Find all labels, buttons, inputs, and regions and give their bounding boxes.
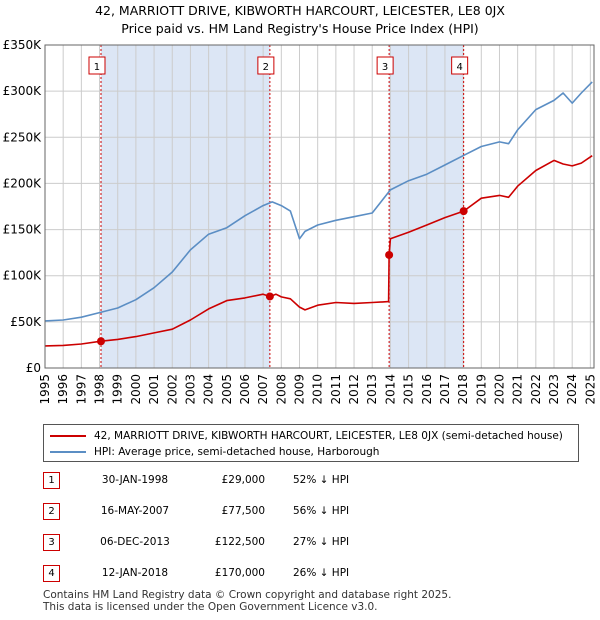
legend-label-price: 42, MARRIOTT DRIVE, KIBWORTH HARCOURT, L… <box>94 430 563 442</box>
transaction-date: 06-DEC-2013 <box>100 536 170 548</box>
transaction-price: £77,500 <box>221 505 265 517</box>
series-line-price <box>44 155 593 347</box>
marker-label: 3 <box>382 62 388 73</box>
shaded-range <box>100 45 270 368</box>
marker-box <box>376 56 394 75</box>
legend-label-hpi: HPI: Average price, semi-detached house,… <box>94 446 380 458</box>
sale-point <box>459 207 468 216</box>
x-tick-label: 2017 <box>438 374 452 405</box>
transaction-price: £29,000 <box>221 474 265 486</box>
y-tick-label: £300K <box>3 84 43 98</box>
x-tick-label: 2018 <box>456 374 470 405</box>
x-tick-label: 2006 <box>238 374 252 405</box>
transaction-row: 1 30-JAN-1998 £29,000 52% ↓ HPI <box>43 472 583 492</box>
x-tick-label: 2000 <box>129 374 143 405</box>
marker-box <box>88 56 106 75</box>
x-tick-label: 2004 <box>202 374 216 405</box>
x-tick-label: 2022 <box>529 374 543 405</box>
x-tick-label: 2016 <box>420 374 434 405</box>
transaction-number: 3 <box>43 534 60 551</box>
legend-item-price: 42, MARRIOTT DRIVE, KIBWORTH HARCOURT, L… <box>50 428 563 444</box>
x-tick-label: 2003 <box>183 374 197 405</box>
footer-copyright: Contains HM Land Registry data © Crown c… <box>43 589 452 601</box>
chart-title: 42, MARRIOTT DRIVE, KIBWORTH HARCOURT, L… <box>95 3 505 18</box>
transaction-date: 30-JAN-1998 <box>101 474 169 486</box>
x-tick-label: 2020 <box>492 374 506 405</box>
y-tick-label: £150K <box>3 223 43 237</box>
transaction-number: 4 <box>43 565 60 582</box>
transaction-price: £122,500 <box>214 536 265 548</box>
x-tick-label: 2011 <box>329 374 343 405</box>
marker-label: 2 <box>263 62 269 73</box>
legend-swatch-price <box>50 435 86 437</box>
legend-item-hpi: HPI: Average price, semi-detached house,… <box>50 444 379 460</box>
transaction-row: 3 06-DEC-2013 £122,500 27% ↓ HPI <box>43 534 583 554</box>
chart-subtitle: Price paid vs. HM Land Registry's House … <box>121 21 479 36</box>
plot-border <box>44 44 595 369</box>
x-tick-label: 2023 <box>547 374 561 405</box>
x-tick-label: 2007 <box>256 374 270 405</box>
legend-swatch-hpi <box>50 451 86 453</box>
transaction-hpi: 56% ↓ HPI <box>293 505 350 517</box>
x-tick-label: 2019 <box>474 374 488 405</box>
x-tick-label: 2015 <box>402 374 416 405</box>
x-tick-label: 1998 <box>93 374 107 405</box>
y-tick-label: £50K <box>10 315 42 329</box>
sale-point <box>385 250 394 259</box>
x-tick-label: 1997 <box>74 374 88 405</box>
x-tick-label: 2013 <box>365 374 379 405</box>
y-tick-label: £200K <box>3 176 43 190</box>
y-tick-label: £350K <box>3 38 43 52</box>
y-tick-label: £0 <box>26 361 41 375</box>
x-tick-label: 2024 <box>565 374 579 405</box>
x-tick-label: 1999 <box>111 374 125 405</box>
x-tick-label: 1996 <box>56 374 70 405</box>
transaction-hpi: 27% ↓ HPI <box>293 536 350 548</box>
transaction-number: 1 <box>43 472 60 489</box>
x-tick-label: 1995 <box>38 374 52 405</box>
transaction-row: 4 12-JAN-2018 £170,000 26% ↓ HPI <box>43 565 583 585</box>
marker-label: 1 <box>94 62 100 73</box>
x-tick-label: 2025 <box>583 374 597 405</box>
x-tick-label: 2009 <box>293 374 307 405</box>
marker-box <box>451 56 469 75</box>
x-tick-label: 2010 <box>311 374 325 405</box>
x-tick-label: 2001 <box>147 374 161 405</box>
x-tick-label: 2014 <box>383 374 397 405</box>
transaction-number: 2 <box>43 503 60 520</box>
marker-label: 4 <box>456 62 462 73</box>
series-line-hpi <box>44 81 593 322</box>
transaction-hpi: 26% ↓ HPI <box>293 567 350 579</box>
x-tick-label: 2002 <box>165 374 179 405</box>
transaction-row: 2 16-MAY-2007 £77,500 56% ↓ HPI <box>43 503 583 523</box>
sale-point <box>265 292 274 301</box>
marker-box <box>257 56 275 75</box>
price-chart: £0 £50K £100K £150K £200K £250K £300K £350K 1995… <box>3 38 598 405</box>
transaction-date: 16-MAY-2007 <box>100 505 170 517</box>
x-tick-label: 2005 <box>220 374 234 405</box>
sale-point <box>96 337 105 346</box>
x-tick-label: 2008 <box>274 374 288 405</box>
transaction-date: 12-JAN-2018 <box>101 567 169 579</box>
x-tick-label: 2021 <box>511 374 525 405</box>
y-tick-label: £250K <box>3 130 43 144</box>
transaction-hpi: 52% ↓ HPI <box>293 474 350 486</box>
footer-licence: This data is licensed under the Open Gov… <box>43 601 378 613</box>
transaction-price: £170,000 <box>214 567 265 579</box>
x-tick-label: 2012 <box>347 374 361 405</box>
legend: 42, MARRIOTT DRIVE, KIBWORTH HARCOURT, L… <box>43 424 579 462</box>
y-tick-label: £100K <box>3 269 43 283</box>
